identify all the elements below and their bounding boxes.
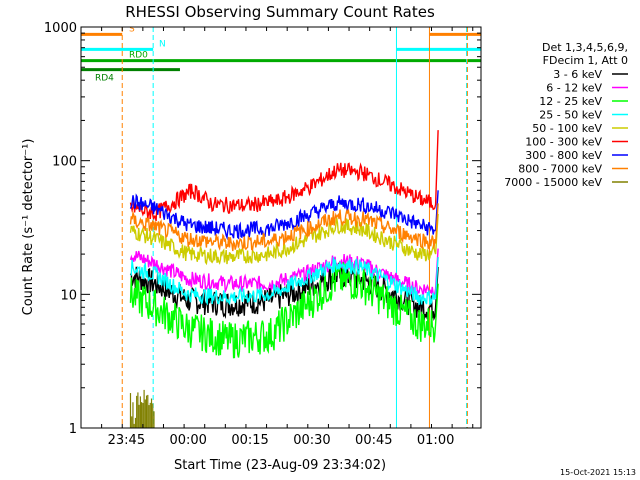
flag-label-rd4: RD4 [95,74,114,84]
series-line [129,130,439,222]
series-line [129,213,439,266]
y-tick-label: 10 [60,288,77,303]
y-tick-label: 1000 [44,21,77,36]
x-axis-label: Start Time (23-Aug-09 23:34:02) [174,458,386,473]
y-axis-label: Count Rate (s⁻¹ detector⁻¹) [21,139,36,316]
legend-label: 12 - 25 keV [539,95,602,108]
legend-label: 50 - 100 keV [532,122,602,135]
series-line [129,260,439,322]
legend-label: 3 - 6 keV [553,68,602,81]
legend-label: 7000 - 15000 keV [504,176,602,189]
legend-label: 800 - 7000 keV [518,163,602,176]
x-tick-label: 23:45 [108,433,145,448]
y-tick-label: 1 [69,422,77,437]
series-line [129,203,439,252]
legend-label: 100 - 300 keV [525,136,602,149]
legend-label: 300 - 800 keV [525,149,602,162]
flag-label-n: N [159,39,166,49]
x-tick-label: 00:15 [231,433,268,448]
flag-label-s: S [129,24,135,34]
series-line [130,257,439,306]
chart-title: RHESSI Observing Summary Count Rates [125,3,435,21]
legend-header: FDecim 1, Att 0 [543,54,628,67]
x-tick-label: 00:45 [355,433,392,448]
legend-label: 6 - 12 keV [546,82,602,95]
x-tick-label: 01:00 [417,433,454,448]
y-tick-label: 100 [52,155,77,170]
legend: Det 1,3,4,5,6,9,FDecim 1, Att 03 - 6 keV… [504,41,628,189]
series-line [129,190,439,241]
legend-label: 25 - 50 keV [539,109,602,122]
legend-header: Det 1,3,4,5,6,9, [542,41,628,54]
x-tick-label: 00:00 [169,433,206,448]
data-layer: S N RD0 RD4 [81,24,481,428]
flag-label-rd0: RD0 [129,51,148,61]
axes-layer: 1 10 100 1000 23:45 00:00 00:15 00:30 00:45 01:00 [44,21,482,448]
plot-frame [80,26,482,429]
series-line [129,262,439,359]
date-stamp: 15-Oct-2021 15:13 [560,468,636,477]
x-tick-label: 00:30 [293,433,330,448]
